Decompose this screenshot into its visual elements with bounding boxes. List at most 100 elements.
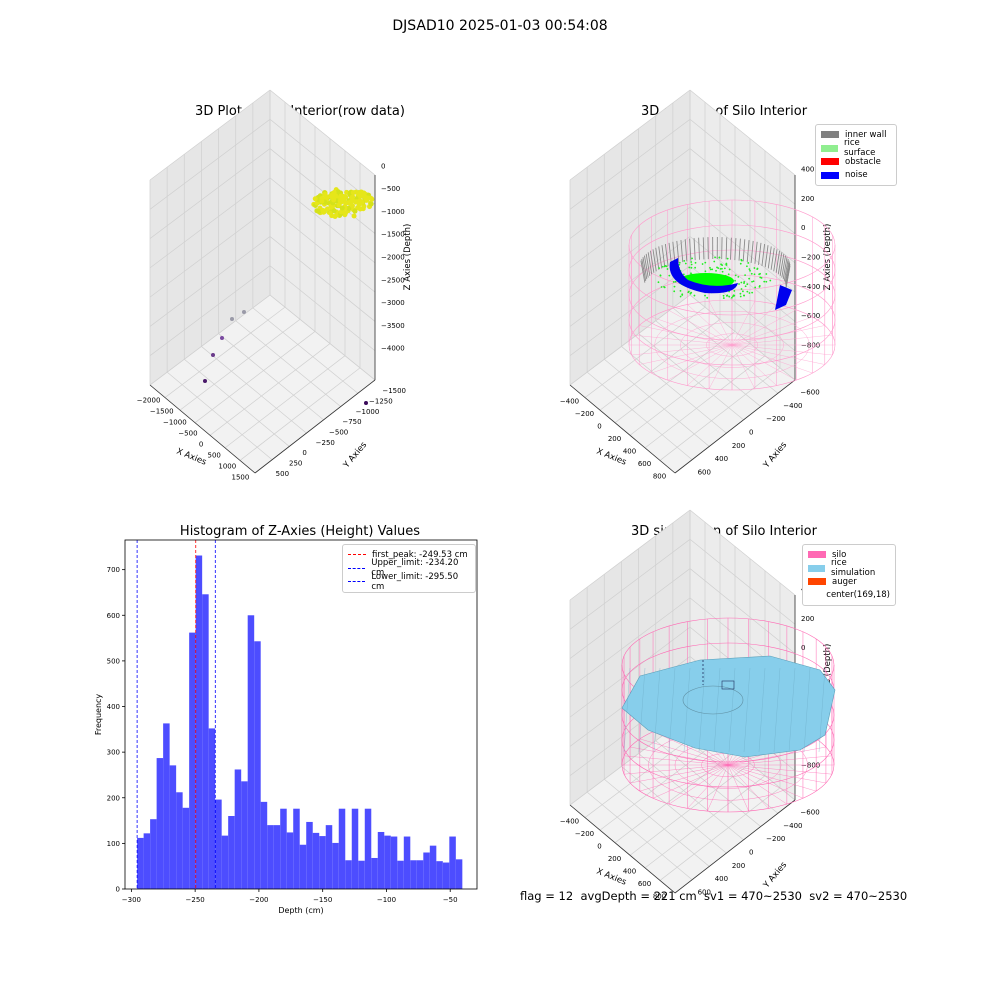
surface-point bbox=[690, 267, 692, 269]
legend-entry: Lower_limit: -295.50 cm bbox=[348, 575, 470, 589]
surface-point bbox=[749, 270, 751, 272]
surface-point bbox=[709, 267, 711, 269]
surface-point bbox=[691, 264, 693, 266]
surface-point bbox=[666, 265, 668, 267]
surface-point bbox=[741, 288, 743, 290]
histogram-bar bbox=[436, 861, 443, 889]
data-point bbox=[319, 199, 324, 204]
histogram-bar bbox=[267, 825, 274, 889]
y-tick-label: −500 bbox=[329, 429, 348, 437]
legend-entry: rice surface bbox=[821, 142, 891, 156]
z-tick-label: −200 bbox=[801, 254, 820, 262]
data-point bbox=[353, 190, 358, 195]
histogram-bar bbox=[202, 594, 209, 889]
histogram-bar bbox=[306, 822, 313, 889]
x-tick-label: −50 bbox=[443, 896, 458, 904]
surface-point bbox=[679, 262, 681, 264]
z-tick-label: −2000 bbox=[381, 254, 405, 262]
legend-swatch bbox=[821, 172, 839, 179]
surface-point bbox=[719, 257, 721, 259]
surface-point bbox=[729, 269, 731, 271]
surface-point bbox=[742, 290, 744, 292]
surface-point bbox=[720, 268, 722, 270]
z-tick-label: −400 bbox=[801, 283, 820, 291]
x-tick-label: 400 bbox=[623, 868, 636, 876]
surface-point bbox=[728, 296, 730, 298]
data-point bbox=[336, 189, 341, 194]
histogram-bar bbox=[254, 641, 261, 889]
y-tick-label: 0 bbox=[116, 886, 120, 894]
data-point bbox=[324, 195, 329, 200]
histogram-bar bbox=[228, 816, 235, 889]
surface-point bbox=[754, 273, 756, 275]
wall-point bbox=[703, 237, 704, 259]
x-tick-label: 1500 bbox=[232, 474, 250, 482]
y-tick-label: 200 bbox=[107, 794, 120, 802]
histogram-bar bbox=[378, 832, 385, 889]
histogram-bar bbox=[280, 809, 287, 889]
histogram-bar bbox=[183, 808, 190, 889]
surface-point bbox=[758, 273, 760, 275]
legend-line-swatch bbox=[348, 568, 365, 569]
panel1-3d-axes: −2000−1500−1000−500050010001500 5002500−2… bbox=[137, 90, 413, 482]
surface-point bbox=[690, 293, 692, 295]
x-tick-label: 600 bbox=[638, 460, 651, 468]
wall-point bbox=[726, 237, 727, 259]
histogram-bar bbox=[391, 837, 398, 889]
data-point bbox=[352, 214, 357, 219]
legend-label: obstacle bbox=[845, 157, 881, 167]
surface-point bbox=[743, 281, 745, 283]
histogram-bar bbox=[345, 860, 352, 889]
x-tick-label: 400 bbox=[623, 448, 636, 456]
outlier-point bbox=[230, 317, 234, 321]
histogram-bar bbox=[209, 728, 216, 889]
z-tick-label: −4000 bbox=[381, 345, 405, 353]
y-axis-label: Y Axies bbox=[761, 860, 789, 891]
surface-point bbox=[724, 267, 726, 269]
surface-point bbox=[743, 295, 745, 297]
legend-swatch bbox=[821, 131, 839, 138]
surface-point bbox=[662, 266, 664, 268]
y-tick-label: 500 bbox=[107, 657, 120, 665]
x-tick-label: −1000 bbox=[163, 419, 187, 427]
z-tick-label: −3500 bbox=[381, 322, 405, 330]
y-tick-label: 300 bbox=[107, 749, 120, 757]
y-tick-label: 400 bbox=[715, 455, 728, 463]
surface-point bbox=[744, 274, 746, 276]
surface-point bbox=[740, 296, 742, 298]
surface-point bbox=[747, 262, 749, 264]
histogram-bar bbox=[261, 802, 268, 889]
surface-point bbox=[751, 292, 753, 294]
outlier-point bbox=[203, 379, 207, 383]
histogram-bar bbox=[137, 838, 144, 889]
surface-point bbox=[740, 263, 742, 265]
histogram-bar bbox=[144, 833, 151, 889]
y-tick-label: −200 bbox=[766, 835, 785, 843]
panel4-legend: silo rice simulation auger center(169,18) bbox=[802, 544, 896, 606]
surface-point bbox=[695, 262, 697, 264]
histogram-bar bbox=[319, 836, 326, 889]
legend-entry: center(169,18) bbox=[808, 589, 890, 603]
outlier-point bbox=[211, 353, 215, 357]
legend-entry: obstacle bbox=[821, 155, 891, 169]
z-tick-label: 0 bbox=[381, 162, 385, 170]
x-tick-label: 800 bbox=[653, 473, 666, 481]
surface-point bbox=[690, 261, 692, 263]
z-tick-label: −500 bbox=[381, 185, 400, 193]
x-tick-label: 500 bbox=[208, 452, 221, 460]
surface-point bbox=[688, 267, 690, 269]
x-tick-label: −400 bbox=[560, 817, 579, 825]
surface-point bbox=[765, 273, 767, 275]
histogram-bar bbox=[371, 858, 378, 889]
histogram-bar bbox=[352, 809, 359, 889]
y-tick-label: 400 bbox=[715, 875, 728, 883]
data-point bbox=[340, 205, 345, 210]
surface-point bbox=[733, 290, 735, 292]
surface-point bbox=[761, 277, 763, 279]
histogram-bar bbox=[248, 615, 255, 889]
histogram-bar bbox=[404, 837, 411, 889]
x-tick-label: −1500 bbox=[150, 408, 174, 416]
surface-point bbox=[731, 297, 733, 299]
y-tick-label: −400 bbox=[783, 402, 802, 410]
legend-label: Lower_limit: -295.50 cm bbox=[371, 572, 470, 592]
